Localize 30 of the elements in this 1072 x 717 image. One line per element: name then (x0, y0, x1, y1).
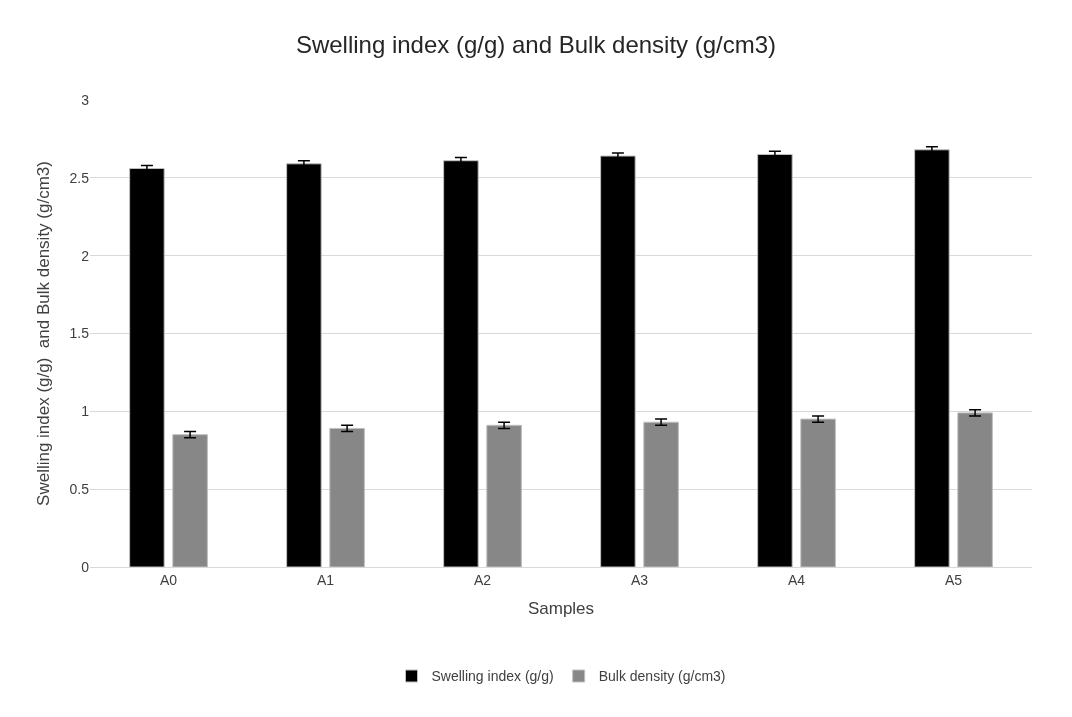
x-tick-label: A2 (473, 571, 492, 588)
x-tick-label: A5 (944, 571, 963, 588)
bar (600, 155, 636, 567)
chart-title: Swelling index (g/g) and Bulk density (g/cm3) (295, 30, 777, 58)
x-axis-title: Samples (527, 599, 595, 619)
y-tick-label: 2 (81, 247, 90, 264)
y-tick-label: 0.5 (69, 481, 90, 498)
bar (443, 160, 479, 567)
legend-label: Bulk density (g/cm3) (598, 668, 726, 685)
y-tick-label: 0 (81, 558, 90, 575)
legend-label: Swelling index (g/g) (431, 668, 554, 685)
bar (800, 418, 836, 567)
bar (914, 149, 950, 567)
bar (757, 153, 793, 567)
x-tick-label: A1 (316, 571, 335, 588)
x-tick-label: A4 (787, 571, 806, 588)
y-tick-label: 1 (81, 403, 90, 420)
y-axis-title: Swelling index (g/g) and Bulk density (g/cm3) (34, 161, 54, 506)
bar (643, 421, 679, 567)
x-tick-label: A0 (159, 571, 178, 588)
bar (329, 427, 365, 567)
y-tick-label: 3 (81, 91, 90, 108)
x-tick-label: A3 (630, 571, 649, 588)
y-tick-label: 2.5 (69, 169, 90, 186)
y-tick-label: 1.5 (69, 325, 90, 342)
bar (486, 424, 522, 567)
bar (957, 412, 993, 567)
bar (172, 434, 208, 567)
bar (129, 167, 165, 567)
bar (286, 163, 322, 567)
